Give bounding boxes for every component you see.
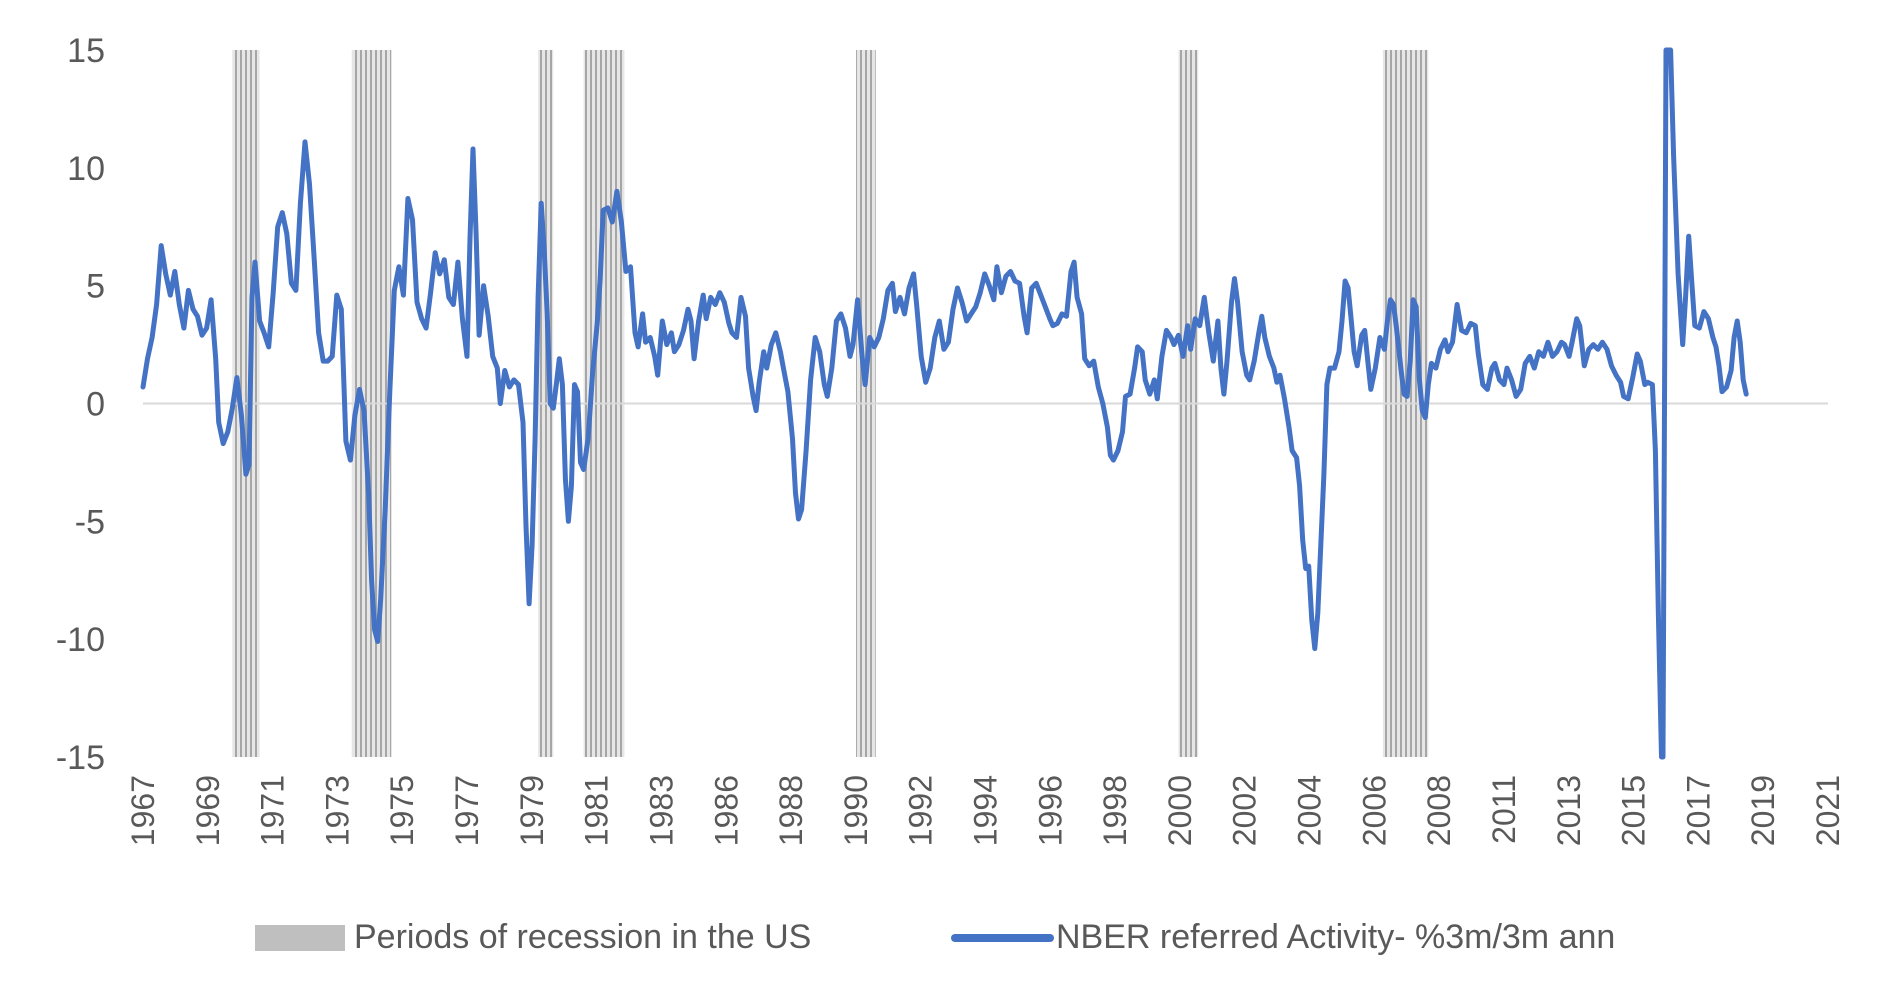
x-tick-label: 1990 xyxy=(838,775,874,846)
x-axis: 1967 1969 1971 1973 1975 1977 1979 1981 1983 1986… xyxy=(125,775,1846,846)
x-tick-label: 2013 xyxy=(1551,775,1587,846)
x-tick-label: 1973 xyxy=(319,775,355,846)
x-tick-label: 1994 xyxy=(968,775,1004,846)
y-tick-label: -10 xyxy=(56,621,105,659)
series-line-0 xyxy=(140,47,1749,760)
x-tick-label: 1988 xyxy=(773,775,809,846)
x-tick-label: 2004 xyxy=(1292,775,1328,846)
x-tick-label: 1967 xyxy=(125,775,161,846)
series-layer xyxy=(140,47,1749,760)
x-tick-label: 1977 xyxy=(449,775,485,846)
x-tick-label: 2008 xyxy=(1421,775,1457,846)
x-tick-label: 2019 xyxy=(1745,775,1781,846)
x-tick-label: 2006 xyxy=(1356,775,1392,846)
x-tick-label: 1971 xyxy=(255,775,291,846)
y-tick-label: 0 xyxy=(86,386,105,424)
x-tick-label: 1983 xyxy=(643,775,679,846)
y-tick-label: 15 xyxy=(67,32,105,70)
x-tick-label: 1975 xyxy=(384,775,420,846)
x-tick-label: 2000 xyxy=(1162,775,1198,846)
x-tick-label: 2015 xyxy=(1616,775,1652,846)
x-tick-label: 1986 xyxy=(708,775,744,846)
x-tick-label: 2017 xyxy=(1680,775,1716,846)
x-tick-label: 1992 xyxy=(903,775,939,846)
x-tick-label: 2011 xyxy=(1486,775,1522,844)
legend-label-recession: Periods of recession in the US xyxy=(354,918,811,956)
y-tick-label: -15 xyxy=(56,739,105,777)
x-tick-label: 2021 xyxy=(1810,775,1846,846)
y-tick-label: 5 xyxy=(86,268,105,306)
y-tick-label: 10 xyxy=(67,150,105,188)
legend-label-activity: NBER referred Activity- %3m/3m ann xyxy=(1056,918,1615,956)
x-tick-label: 2002 xyxy=(1227,775,1263,846)
x-tick-label: 1996 xyxy=(1032,775,1068,846)
x-tick-label: 1998 xyxy=(1097,775,1133,846)
x-tick-label: 1969 xyxy=(190,775,226,846)
legend-swatch-recession xyxy=(255,925,345,951)
x-tick-label: 1981 xyxy=(579,775,615,846)
y-axis: 15 10 5 0 -5 -10 -15 xyxy=(56,32,105,777)
y-tick-label: -5 xyxy=(75,503,105,541)
legend: Periods of recession in the US NBER refe… xyxy=(255,918,1615,956)
x-tick-label: 1979 xyxy=(514,775,550,846)
